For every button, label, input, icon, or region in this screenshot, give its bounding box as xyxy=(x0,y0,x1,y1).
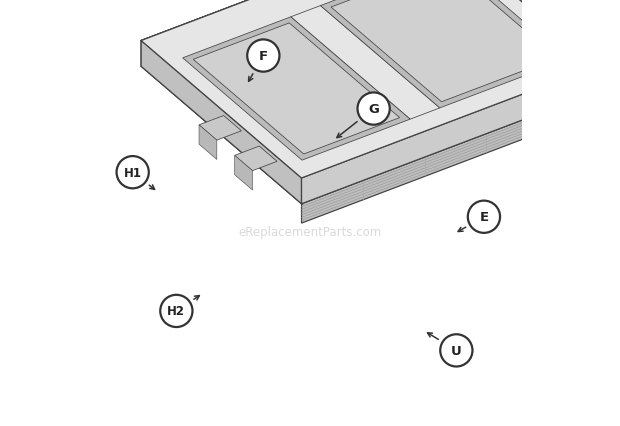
Circle shape xyxy=(117,157,149,189)
Circle shape xyxy=(160,295,192,327)
Polygon shape xyxy=(234,147,277,171)
Polygon shape xyxy=(141,0,436,67)
Polygon shape xyxy=(291,6,440,120)
Circle shape xyxy=(468,201,500,233)
Circle shape xyxy=(358,93,390,125)
Circle shape xyxy=(247,40,280,72)
Text: H2: H2 xyxy=(167,305,185,318)
Polygon shape xyxy=(234,156,252,190)
Polygon shape xyxy=(301,92,597,224)
Polygon shape xyxy=(199,126,217,160)
Polygon shape xyxy=(331,0,557,103)
Text: F: F xyxy=(259,50,268,63)
Polygon shape xyxy=(199,116,241,141)
Polygon shape xyxy=(301,67,597,204)
Circle shape xyxy=(440,334,472,367)
Polygon shape xyxy=(321,0,568,109)
Polygon shape xyxy=(193,24,400,155)
Text: eReplacementParts.com: eReplacementParts.com xyxy=(238,225,382,239)
Text: G: G xyxy=(368,103,379,116)
Polygon shape xyxy=(141,0,597,178)
Polygon shape xyxy=(436,0,597,92)
Polygon shape xyxy=(141,41,301,204)
Text: U: U xyxy=(451,344,462,357)
Polygon shape xyxy=(183,18,410,161)
Text: H1: H1 xyxy=(123,166,142,179)
Text: E: E xyxy=(479,211,489,224)
Polygon shape xyxy=(141,0,597,204)
Polygon shape xyxy=(436,0,597,112)
